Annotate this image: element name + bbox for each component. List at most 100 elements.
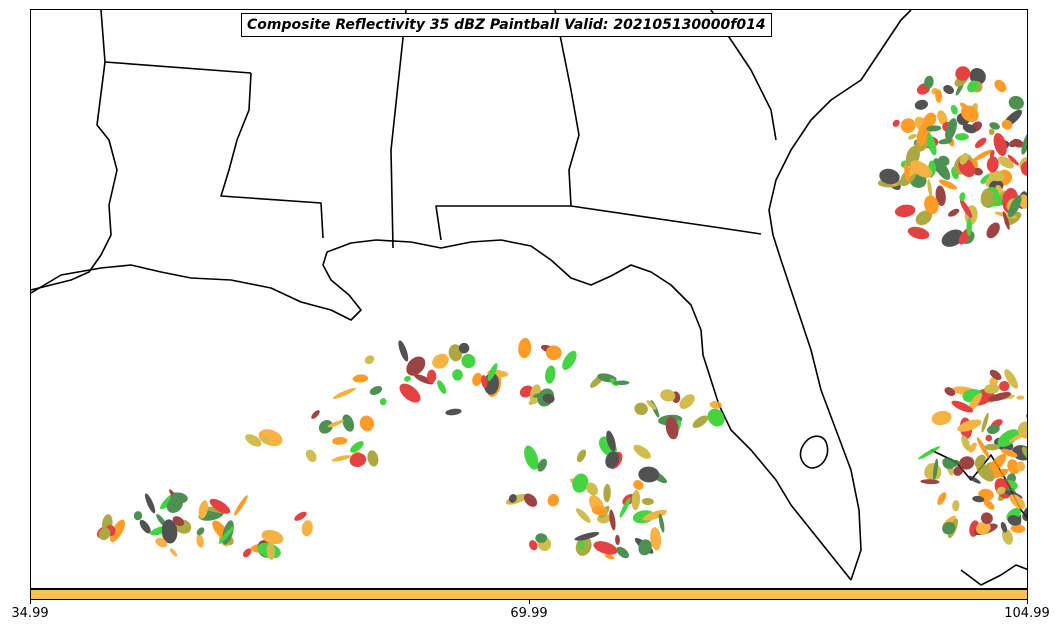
reflectivity-blob (352, 374, 369, 383)
reflectivity-blob (1018, 194, 1027, 209)
colorbar-label-mid: 69.99 (510, 606, 548, 621)
reflectivity-blob (261, 529, 284, 545)
coast-florida-east (768, 10, 912, 581)
coast-louisiana (31, 251, 362, 321)
reflectivity-blob (545, 365, 556, 384)
reflectivity-blob (1002, 211, 1010, 230)
reflectivity-blob (605, 451, 620, 469)
reflectivity-blob (955, 66, 971, 81)
reflectivity-blob (1008, 429, 1027, 443)
reflectivity-blob (959, 192, 966, 202)
reflectivity-blob (996, 486, 1006, 495)
reflectivity-blob (399, 383, 421, 403)
reflectivity-blob (414, 374, 434, 385)
colorbar-tick-mid (529, 600, 530, 604)
reflectivity-blob (969, 68, 986, 85)
reflectivity-blob (914, 99, 929, 110)
reflectivity-blob (437, 380, 447, 394)
reflectivity-blob (935, 89, 943, 103)
reflectivity-blob (707, 408, 725, 427)
reflectivity-blob (665, 416, 679, 440)
reflectivity-blob (988, 392, 1012, 402)
reflectivity-blob (487, 363, 498, 381)
reflectivity-blob (894, 204, 916, 218)
reflectivity-blob (631, 490, 641, 511)
reflectivity-blob (658, 513, 665, 533)
reflectivity-blob (959, 456, 975, 470)
reflectivity-blob (523, 493, 538, 507)
reflectivity-blob (942, 521, 956, 535)
reflectivity-blob (1000, 521, 1008, 533)
reflectivity-blob (633, 480, 644, 490)
reflectivity-blob (1027, 471, 1028, 481)
reflectivity-blob (709, 401, 723, 409)
reflectivity-blob (359, 415, 374, 432)
coast-gulf-north (326, 239, 720, 406)
state-border-ar-la (100, 10, 252, 74)
reflectivity-blob (461, 353, 476, 369)
reflectivity-blob (432, 353, 449, 369)
reflectivity-blob (613, 380, 630, 386)
reflectivity-blob (980, 188, 994, 208)
reflectivity-blob (161, 519, 178, 544)
reflectivity-blob (542, 393, 555, 404)
reflectivity-blob (924, 462, 941, 480)
reflectivity-blob (943, 85, 955, 95)
reflectivity-blob (968, 393, 982, 411)
state-border-ms-al (390, 10, 407, 249)
reflectivity-blob (987, 453, 1007, 475)
reflectivity-blob (562, 350, 577, 370)
reflectivity-blob (458, 342, 470, 354)
reflectivity-blob (619, 497, 631, 518)
reflectivity-blob (1004, 369, 1019, 389)
reflectivity-blob (545, 345, 562, 361)
reflectivity-blob (633, 444, 651, 459)
colorbar-label-min: 34.99 (11, 606, 49, 621)
reflectivity-blob (1001, 119, 1013, 130)
reflectivity-blob (948, 208, 960, 217)
reflectivity-blob (638, 539, 652, 556)
reflectivity-blob (452, 369, 463, 381)
coast-florida-west (718, 404, 852, 581)
map-panel[interactable] (30, 9, 1028, 589)
reflectivity-blob (342, 414, 355, 432)
reflectivity-blob (379, 398, 387, 406)
reflectivity-blob (944, 387, 956, 397)
reflectivity-blob (942, 457, 956, 470)
reflectivity-blob (1008, 95, 1024, 110)
reflectivity-blob (907, 226, 930, 240)
reflectivity-blob (634, 402, 648, 416)
reflectivity-blob (426, 369, 437, 384)
reflectivity-blob (989, 369, 1002, 380)
reflectivity-blob (660, 389, 676, 402)
reflectivity-blob (646, 400, 657, 410)
state-border-al-ga (435, 10, 580, 241)
colorbar (30, 589, 1028, 600)
reflectivity-blob (615, 534, 620, 546)
reflectivity-blob (976, 463, 995, 482)
reflectivity-blob (327, 420, 344, 428)
reflectivity-blob (968, 475, 981, 484)
reflectivity-blob (332, 436, 348, 445)
reflectivity-blob (879, 168, 900, 185)
reflectivity-blob (900, 118, 916, 133)
reflectivity-blob (1007, 154, 1020, 166)
reflectivity-blob (139, 519, 151, 534)
reflectivity-blob (332, 387, 356, 399)
reflectivity-blob (369, 385, 383, 396)
reflectivity-blob (266, 542, 275, 560)
reflectivity-blob (144, 493, 156, 514)
reflectivity-blob (508, 494, 517, 503)
reflectivity-blob (591, 505, 608, 516)
reflectivity-blob (959, 199, 973, 219)
reflectivity-blob (243, 548, 252, 558)
reflectivity-blob (586, 482, 598, 496)
reflectivity-blob (524, 445, 539, 470)
reflectivity-blob (1011, 138, 1024, 148)
reflectivity-blob (907, 133, 917, 140)
reflectivity-blob (918, 446, 941, 460)
reflectivity-blob (926, 125, 942, 132)
reflectivity-blob (638, 466, 660, 483)
reflectivity-blob (924, 75, 934, 89)
reflectivity-blob (1016, 461, 1026, 472)
